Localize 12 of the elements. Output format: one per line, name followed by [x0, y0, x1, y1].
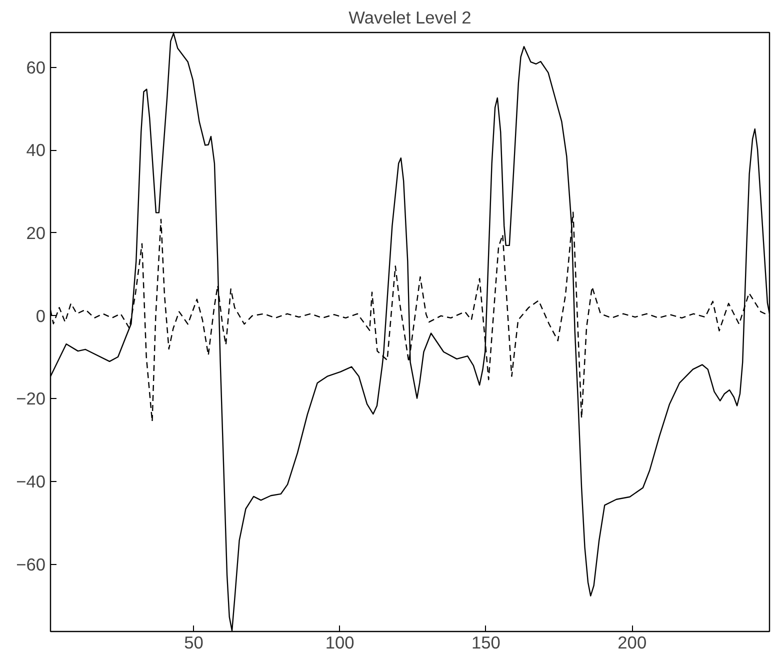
- y-tick-label: 0: [36, 306, 46, 326]
- y-tick-label: −20: [16, 388, 46, 409]
- x-tick-label: 200: [618, 632, 647, 651]
- y-tick-label: 40: [26, 140, 46, 160]
- x-tick-label: 50: [184, 632, 204, 651]
- y-tick-label: 20: [26, 222, 46, 243]
- x-tick-label: 150: [472, 632, 500, 651]
- y-tick-label: −40: [16, 472, 46, 492]
- y-tick-label: −60: [16, 554, 46, 574]
- y-tick-label: 60: [26, 57, 46, 78]
- chart-title: Wavelet Level 2: [348, 8, 472, 28]
- x-tick-label: 100: [325, 632, 354, 651]
